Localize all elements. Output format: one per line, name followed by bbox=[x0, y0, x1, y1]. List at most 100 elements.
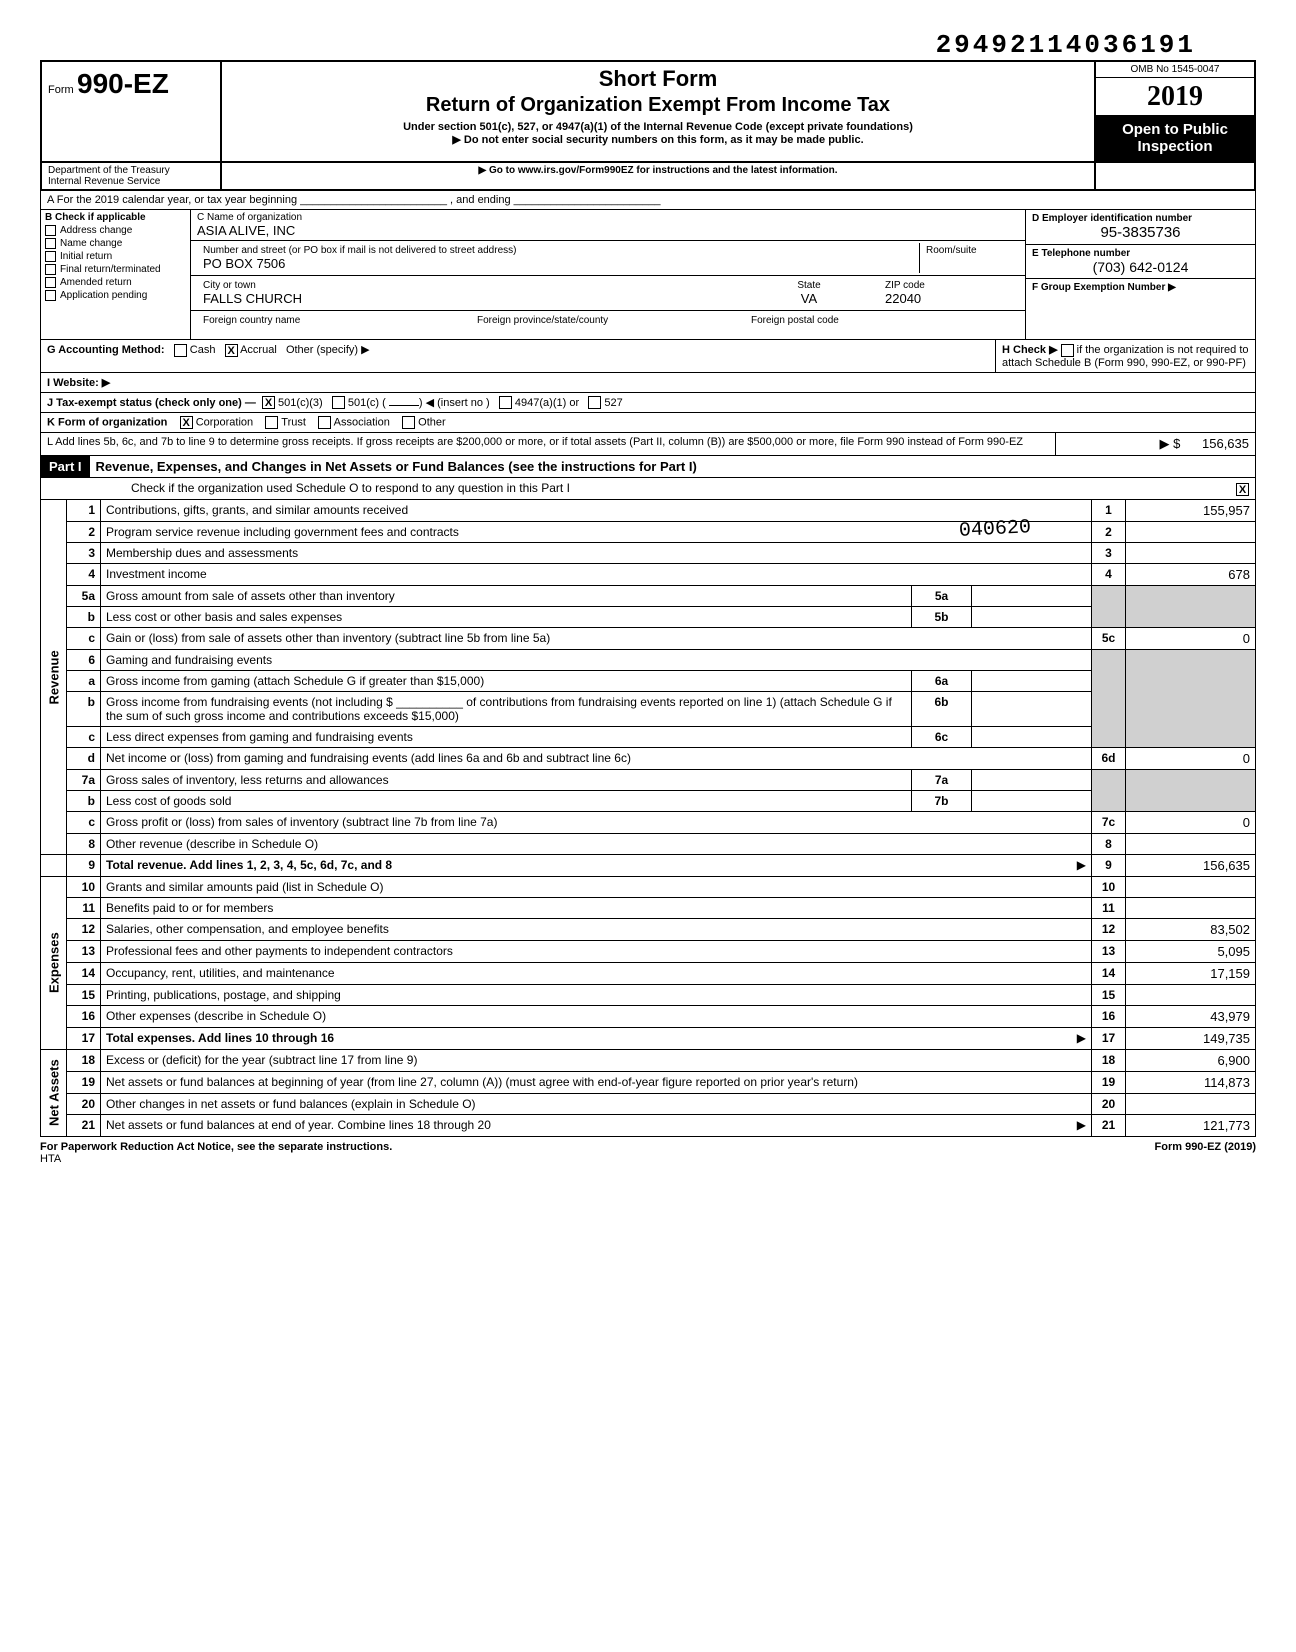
line-16-num: 16 bbox=[67, 1005, 101, 1027]
form-number: 990-EZ bbox=[77, 68, 169, 99]
line-5b-subcode: 5b bbox=[912, 606, 972, 627]
line-7b-subval bbox=[972, 790, 1092, 811]
checkbox-association[interactable] bbox=[318, 416, 331, 429]
checkbox-initial-return[interactable] bbox=[45, 251, 56, 262]
checkbox-trust[interactable] bbox=[265, 416, 278, 429]
line-5b-subval bbox=[972, 606, 1092, 627]
dln-number: 29492114036191 bbox=[40, 30, 1256, 60]
line-6c-subval bbox=[972, 726, 1092, 747]
line-18-desc: Excess or (deficit) for the year (subtra… bbox=[101, 1049, 1092, 1071]
line-21-num: 21 bbox=[67, 1114, 101, 1136]
row-i-website: I Website: ▶ bbox=[40, 373, 1256, 393]
line-6c-num: c bbox=[67, 726, 101, 747]
checkbox-corporation[interactable]: X bbox=[180, 416, 193, 429]
line-11-num: 11 bbox=[67, 897, 101, 918]
j-label: J Tax-exempt status (check only one) — bbox=[47, 397, 256, 409]
label-final-return: Final return/terminated bbox=[60, 264, 161, 275]
line-12-amount: 83,502 bbox=[1126, 918, 1256, 940]
line-20-code: 20 bbox=[1092, 1093, 1126, 1114]
line-9-code: 9 bbox=[1092, 854, 1126, 876]
line-5c-code: 5c bbox=[1092, 627, 1126, 649]
col-b-checkboxes: B Check if applicable Address change Nam… bbox=[41, 210, 191, 339]
accounting-method-label: G Accounting Method: bbox=[47, 344, 165, 356]
line-1-amount: 155,957 bbox=[1126, 500, 1256, 522]
col-c-org-info: C Name of organization ASIA ALIVE, INC N… bbox=[191, 210, 1025, 339]
checkbox-527[interactable] bbox=[588, 396, 601, 409]
checkbox-4947a1[interactable] bbox=[499, 396, 512, 409]
line-7a-subval bbox=[972, 769, 1092, 790]
label-4947a1: 4947(a)(1) or bbox=[515, 397, 579, 409]
line-8-code: 8 bbox=[1092, 833, 1126, 854]
line-6b-num: b bbox=[67, 691, 101, 726]
label-corporation: Corporation bbox=[196, 417, 253, 429]
line-5c-amount: 0 bbox=[1126, 627, 1256, 649]
name-label: C Name of organization bbox=[197, 212, 1019, 223]
line-15-num: 15 bbox=[67, 984, 101, 1005]
line-6d-desc: Net income or (loss) from gaming and fun… bbox=[101, 747, 1092, 769]
line-4-amount: 678 bbox=[1126, 563, 1256, 585]
line-12-num: 12 bbox=[67, 918, 101, 940]
department-label: Department of the Treasury Internal Reve… bbox=[42, 163, 222, 189]
org-state: VA bbox=[745, 291, 873, 306]
checkbox-address-change[interactable] bbox=[45, 225, 56, 236]
line-14-desc: Occupancy, rent, utilities, and maintena… bbox=[101, 962, 1092, 984]
line-2-num: 2 bbox=[67, 521, 101, 542]
line-16-code: 16 bbox=[1092, 1005, 1126, 1027]
line-14-code: 14 bbox=[1092, 962, 1126, 984]
l-amount: 156,635 bbox=[1202, 436, 1249, 451]
checkbox-schedule-o[interactable]: X bbox=[1236, 483, 1249, 496]
line-7b-num: b bbox=[67, 790, 101, 811]
form-subtitle-3: ▶ Go to www.irs.gov/Form990EZ for instru… bbox=[222, 163, 1094, 189]
line-3-code: 3 bbox=[1092, 542, 1126, 563]
line-1-num: 1 bbox=[67, 500, 101, 522]
label-association: Association bbox=[334, 417, 390, 429]
line-6a-num: a bbox=[67, 670, 101, 691]
line-5c-num: c bbox=[67, 627, 101, 649]
line-5b-desc: Less cost or other basis and sales expen… bbox=[101, 606, 912, 627]
line-17-desc: Total expenses. Add lines 10 through 16 bbox=[106, 1031, 334, 1045]
line-7a-subcode: 7a bbox=[912, 769, 972, 790]
l-text: L Add lines 5b, 6c, and 7b to line 9 to … bbox=[41, 433, 1055, 455]
checkbox-application-pending[interactable] bbox=[45, 290, 56, 301]
checkbox-other-org[interactable] bbox=[402, 416, 415, 429]
line-9-desc: Total revenue. Add lines 1, 2, 3, 4, 5c,… bbox=[106, 858, 392, 872]
line-8-desc: Other revenue (describe in Schedule O) bbox=[101, 833, 1092, 854]
line-12-code: 12 bbox=[1092, 918, 1126, 940]
checkbox-501c[interactable] bbox=[332, 396, 345, 409]
line-5a-subval bbox=[972, 585, 1092, 606]
label-trust: Trust bbox=[281, 417, 306, 429]
checkbox-final-return[interactable] bbox=[45, 264, 56, 275]
form-prefix: Form bbox=[48, 84, 74, 96]
foreign-country-label: Foreign country name bbox=[197, 313, 471, 337]
line-11-desc: Benefits paid to or for members bbox=[101, 897, 1092, 918]
checkbox-accrual[interactable]: X bbox=[225, 344, 238, 357]
line-15-code: 15 bbox=[1092, 984, 1126, 1005]
line-9-amount: 156,635 bbox=[1126, 854, 1256, 876]
checkbox-name-change[interactable] bbox=[45, 238, 56, 249]
state-label: State bbox=[745, 280, 873, 291]
checkbox-501c3[interactable]: X bbox=[262, 396, 275, 409]
phone-label: E Telephone number bbox=[1032, 248, 1249, 259]
line-7a-num: 7a bbox=[67, 769, 101, 790]
expenses-side-label: Expenses bbox=[41, 876, 67, 1049]
line-4-code: 4 bbox=[1092, 563, 1126, 585]
line-11-amount bbox=[1126, 897, 1256, 918]
checkbox-schedule-b[interactable] bbox=[1061, 344, 1074, 357]
k-label: K Form of organization bbox=[47, 417, 167, 429]
line-18-num: 18 bbox=[67, 1049, 101, 1071]
line-16-desc: Other expenses (describe in Schedule O) bbox=[101, 1005, 1092, 1027]
form-header: Form 990-EZ Short Form Return of Organiz… bbox=[40, 60, 1256, 163]
label-501c-insert: ) ◀ (insert no ) bbox=[419, 397, 490, 409]
org-city: FALLS CHURCH bbox=[203, 291, 733, 306]
part-1-header: Part I Revenue, Expenses, and Changes in… bbox=[40, 456, 1256, 478]
tax-year: 2019 bbox=[1096, 78, 1254, 115]
checkbox-cash[interactable] bbox=[174, 344, 187, 357]
line-19-num: 19 bbox=[67, 1071, 101, 1093]
room-label: Room/suite bbox=[926, 245, 1013, 256]
line-4-desc: Investment income bbox=[101, 563, 1092, 585]
page-footer: For Paperwork Reduction Act Notice, see … bbox=[40, 1137, 1256, 1165]
checkbox-amended-return[interactable] bbox=[45, 277, 56, 288]
line-6c-desc: Less direct expenses from gaming and fun… bbox=[101, 726, 912, 747]
ein-value: 95-3835736 bbox=[1032, 224, 1249, 241]
ein-label: D Employer identification number bbox=[1032, 213, 1249, 224]
